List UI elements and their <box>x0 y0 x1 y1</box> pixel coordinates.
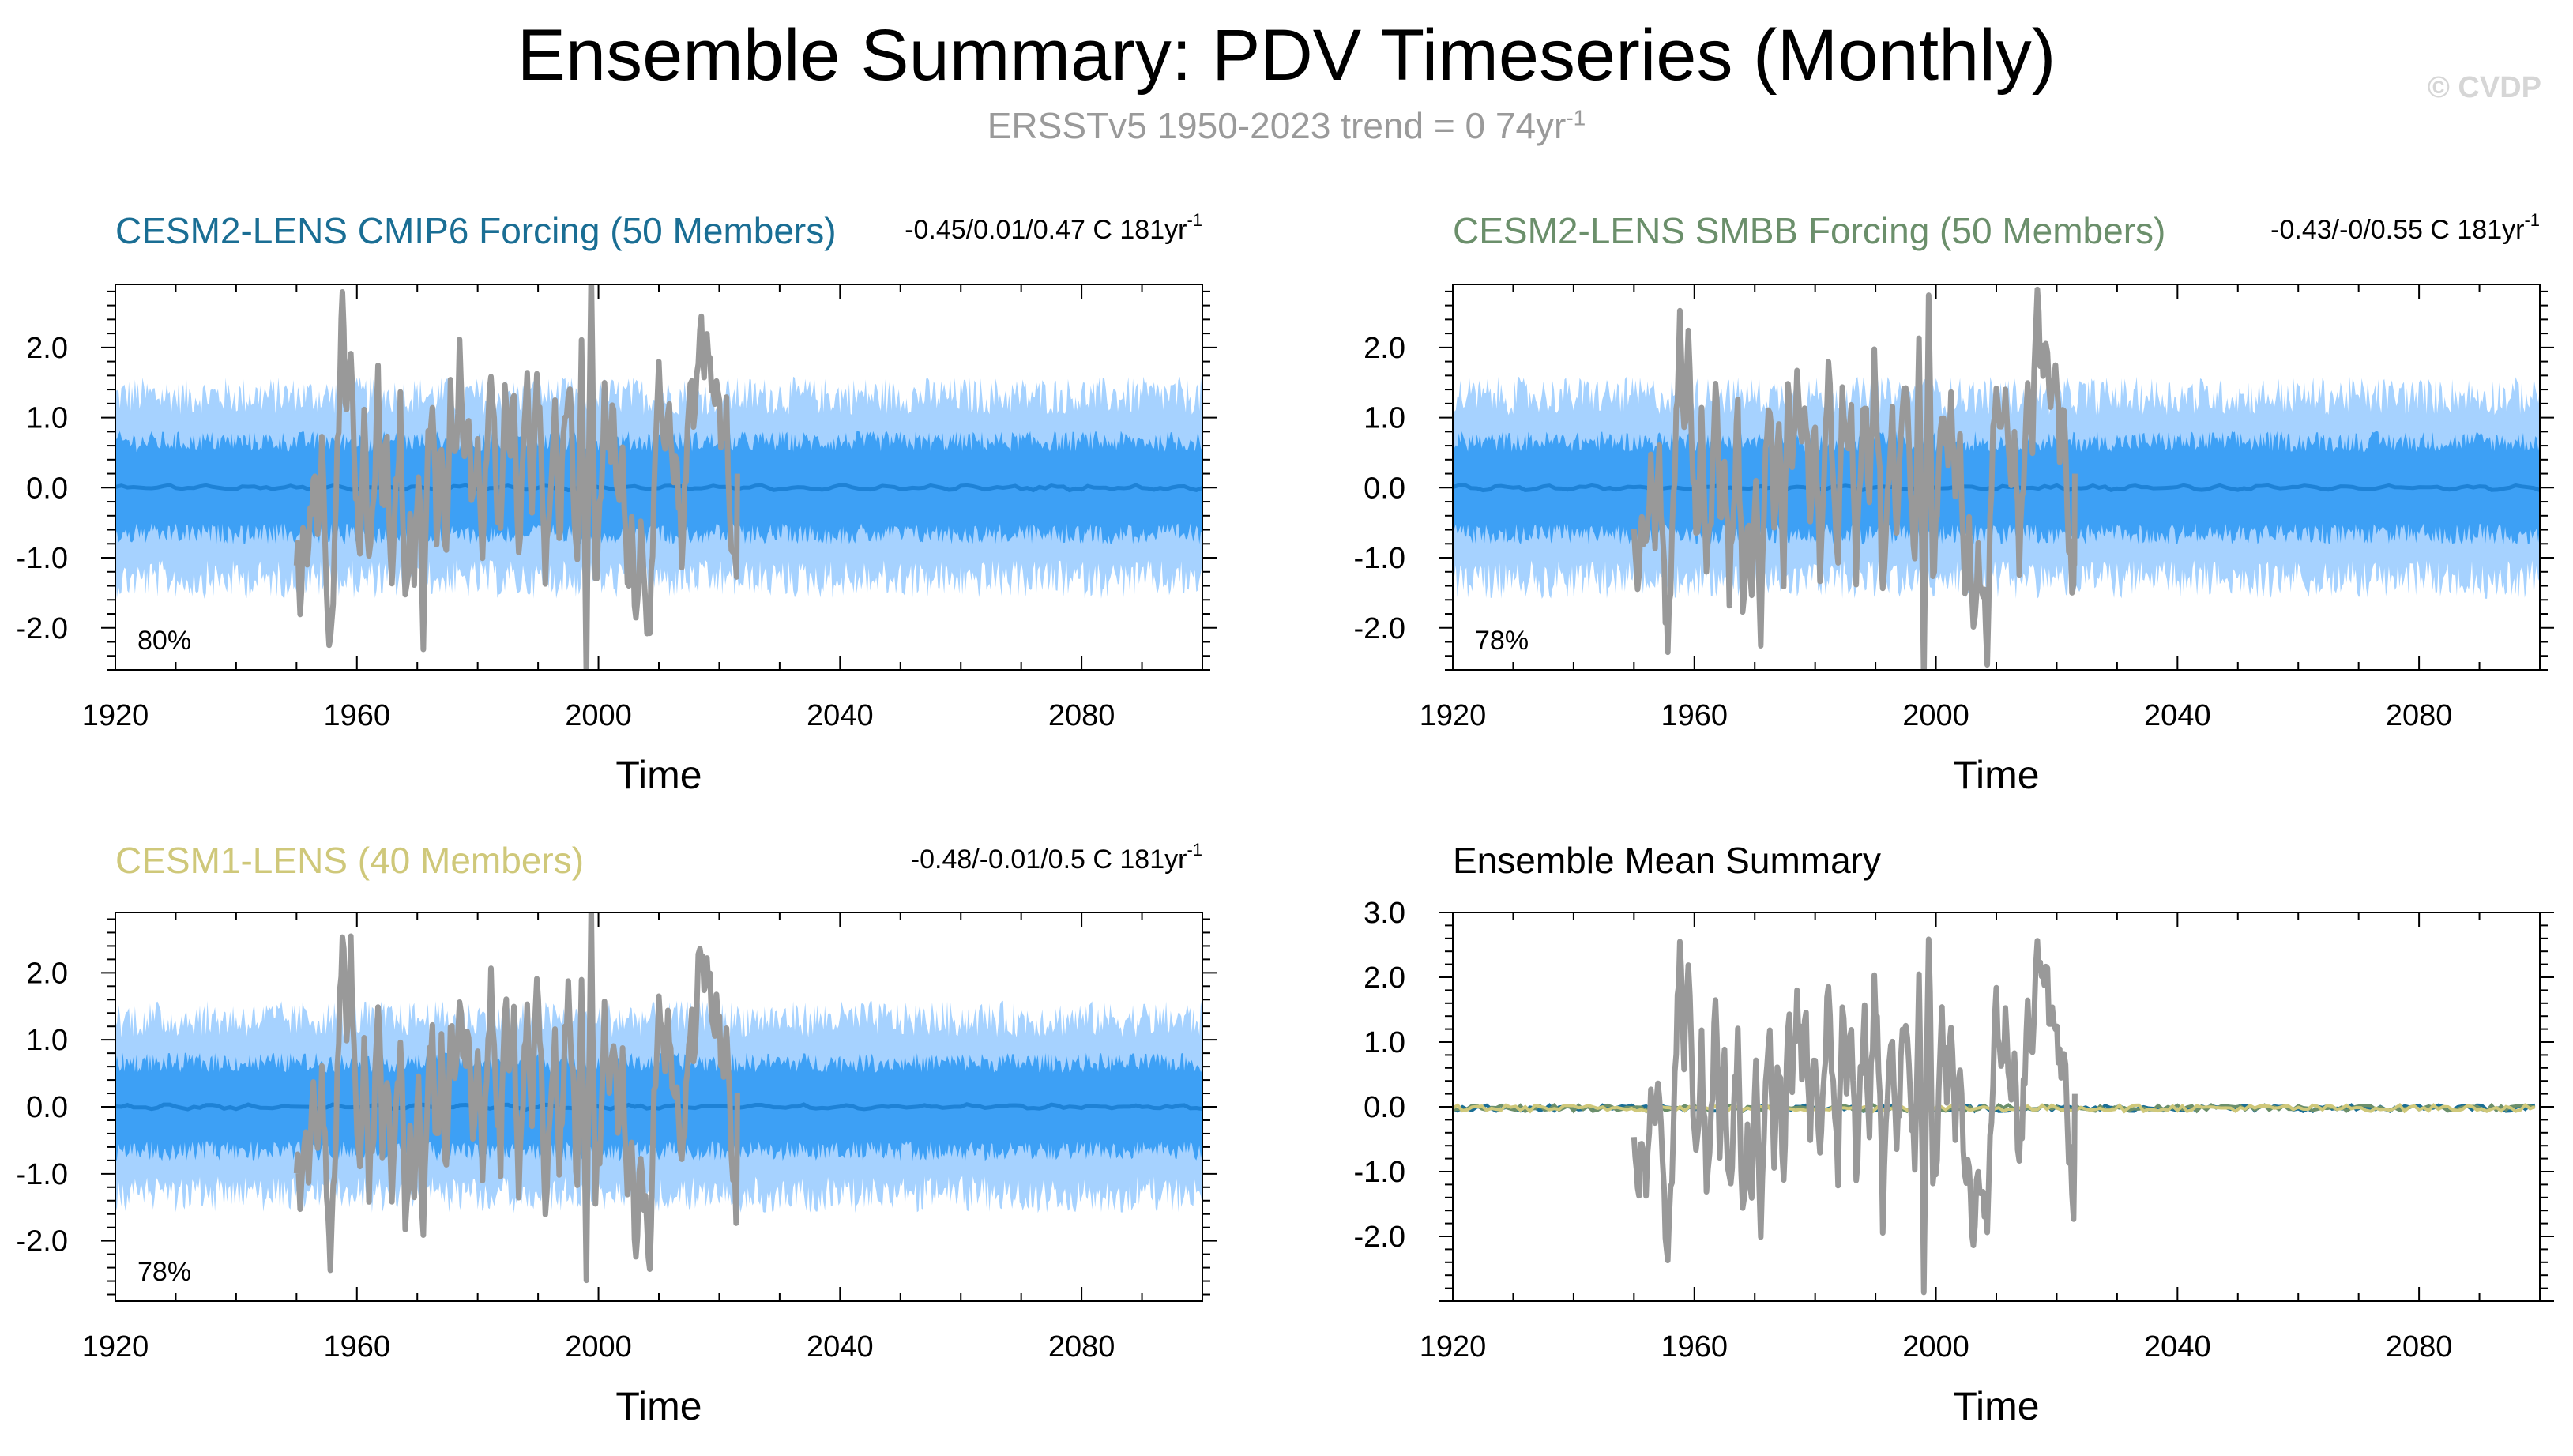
y-tick-label: -2.0 <box>1354 1221 1405 1254</box>
panel-top-left: 1920 1960 2000 2040 2080 -2.0 -1.0 0.0 1.0 2.0 Tim… <box>17 210 1217 797</box>
y-tick-label: -2.0 <box>17 612 68 645</box>
observations-line <box>293 284 740 670</box>
y-tick-label: 2.0 <box>1364 961 1405 995</box>
subtitle-text: ERSSTv5 1950-2023 trend = 0 74yr <box>987 105 1567 146</box>
y-tick-label: -2.0 <box>17 1225 68 1258</box>
x-tick-label: 2000 <box>1902 699 1969 732</box>
x-tick-label: 1960 <box>1661 1330 1728 1364</box>
stats-superscript: -1 <box>1187 840 1202 860</box>
y-tick-label: 1.0 <box>26 402 68 435</box>
y-tick-label: -1.0 <box>1354 542 1405 575</box>
x-tick-label: 2040 <box>2144 699 2211 732</box>
x-axis-title: Time <box>615 753 702 797</box>
stats-superscript: -1 <box>1187 210 1202 230</box>
observations-line <box>1631 936 2078 1296</box>
observations-line <box>1631 286 2078 670</box>
x-axis-title: Time <box>1953 753 2039 797</box>
x-tick-label: 1960 <box>324 1330 391 1364</box>
y-tick-label: -1.0 <box>17 542 68 575</box>
stats-superscript: -1 <box>2524 210 2540 230</box>
x-tick-label: 1960 <box>324 699 391 732</box>
y-tick-label: -1.0 <box>17 1158 68 1191</box>
x-tick-label: 1920 <box>1420 1330 1487 1364</box>
y-tick-label: 1.0 <box>1364 1026 1405 1059</box>
ensemble-mean-line <box>1453 483 2540 493</box>
y-tick-label: 3.0 <box>1364 897 1405 930</box>
panel-title: Ensemble Mean Summary <box>1453 840 1881 881</box>
panel-bottom-left: 1920 1960 2000 2040 2080 -2.0 -1.0 0.0 1.0 2.0 Tim… <box>17 840 1217 1428</box>
y-tick-label: 0.0 <box>1364 472 1405 505</box>
x-tick-label: 2080 <box>1048 699 1115 732</box>
subtitle-superscript: -1 <box>1566 105 1586 130</box>
plot-area <box>115 912 1202 1284</box>
percent-label: 78% <box>1475 626 1529 656</box>
y-tick-label: 2.0 <box>26 332 68 365</box>
x-tick-label: 2080 <box>1048 1330 1115 1364</box>
x-tick-label: 2000 <box>1902 1330 1969 1364</box>
x-tick-label: 2080 <box>2386 699 2453 732</box>
y-tick-label: 1.0 <box>26 1024 68 1057</box>
x-tick-label: 1920 <box>1420 699 1487 732</box>
ensemble-mean-line <box>115 1102 1202 1112</box>
plot-area <box>1453 936 2536 1296</box>
watermark: © CVDP <box>2427 71 2541 104</box>
x-tick-label: 2080 <box>2386 1330 2453 1364</box>
stats-text: -0.48/-0.01/0.5 C 181yr <box>911 845 1187 875</box>
x-axis-title: Time <box>1953 1384 2039 1428</box>
x-axis-title: Time <box>615 1384 702 1428</box>
x-tick-label: 2040 <box>2144 1330 2211 1364</box>
x-tick-label: 1920 <box>82 699 149 732</box>
y-tick-label: 1.0 <box>1364 402 1405 435</box>
panel-title: CESM2-LENS SMBB Forcing (50 Members) <box>1453 210 2165 251</box>
panel-stats: -0.45/0.01/0.47 C 181yr-1 <box>905 210 1202 245</box>
y-tick-label: 2.0 <box>1364 332 1405 365</box>
plot-area <box>1453 286 2540 670</box>
y-tick-label: 0.0 <box>26 1091 68 1124</box>
y-tick-label: -1.0 <box>1354 1156 1405 1189</box>
plot-area <box>115 284 1202 670</box>
y-tick-label: 0.0 <box>26 472 68 505</box>
y-tick-label: -2.0 <box>1354 612 1405 645</box>
panel-title: CESM1-LENS (40 Members) <box>115 840 584 881</box>
percent-label: 78% <box>137 1257 191 1287</box>
x-tick-label: 1960 <box>1661 699 1728 732</box>
panel-stats: -0.48/-0.01/0.5 C 181yr-1 <box>911 840 1202 875</box>
x-tick-label: 1920 <box>82 1330 149 1364</box>
panel-title: CESM2-LENS CMIP6 Forcing (50 Members) <box>115 210 837 251</box>
y-tick-label: 0.0 <box>1364 1091 1405 1124</box>
stats-text: -0.45/0.01/0.47 C 181yr <box>905 215 1187 245</box>
panel-bottom-right: 1920 1960 2000 2040 2080 -2.0 -1.0 0.0 1.0 2.0 3.0… <box>1354 840 2554 1428</box>
x-tick-label: 2040 <box>807 699 874 732</box>
y-tick-label: 2.0 <box>26 957 68 990</box>
panel-stats: -0.43/-0/0.55 C 181yr-1 <box>2270 210 2540 245</box>
observations-line <box>293 912 740 1284</box>
panel-top-right: 1920 1960 2000 2040 2080 -2.0 -1.0 0.0 1.0 2.0 Tim… <box>1354 210 2554 797</box>
ensemble-mean-line <box>115 483 1202 493</box>
x-tick-label: 2000 <box>565 1330 632 1364</box>
page-title: Ensemble Summary: PDV Timeseries (Monthl… <box>517 15 2056 96</box>
x-tick-label: 2000 <box>565 699 632 732</box>
percent-label: 80% <box>137 626 191 656</box>
page-subtitle: ERSSTv5 1950-2023 trend = 0 74yr-1 <box>0 104 2573 147</box>
stats-text: -0.43/-0/0.55 C 181yr <box>2270 215 2524 245</box>
x-tick-label: 2040 <box>807 1330 874 1364</box>
